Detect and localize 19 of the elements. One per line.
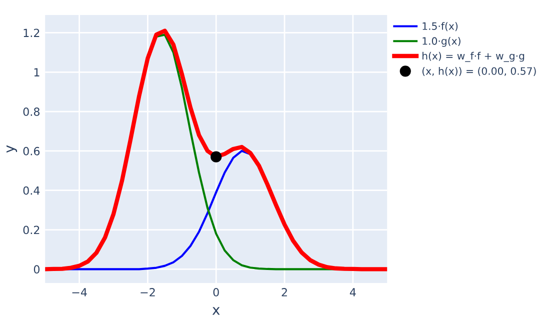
x-tick-label: −4 [72,288,87,296]
x-tick-label: 0 [213,288,219,296]
legend-label: 1.5·f(x) [422,22,458,32]
y-axis-title: y [6,145,18,153]
y-tick-label: 0.8 [23,108,40,116]
legend-label: (x, h(x)) = (0.00, 0.57) [422,67,536,76]
legend-label: 1.0·g(x) [422,36,460,47]
y-tick-label: 1 [34,68,40,76]
line-series [45,28,388,272]
x-tick-label: −2 [140,288,155,296]
y-tick-label: 0 [34,265,40,274]
x-tick-label: 4 [350,288,356,296]
legend-label: h(x) = w_f·f + w_g·g [422,52,524,62]
y-tick-label: 1.2 [24,28,40,37]
x-tick-label: 2 [282,288,287,296]
y-tick-label: 0.2 [23,226,40,234]
y-tick-label: 0.4 [23,186,40,195]
x-axis-title: x [212,307,220,315]
y-tick-label: 0.6 [23,146,40,156]
